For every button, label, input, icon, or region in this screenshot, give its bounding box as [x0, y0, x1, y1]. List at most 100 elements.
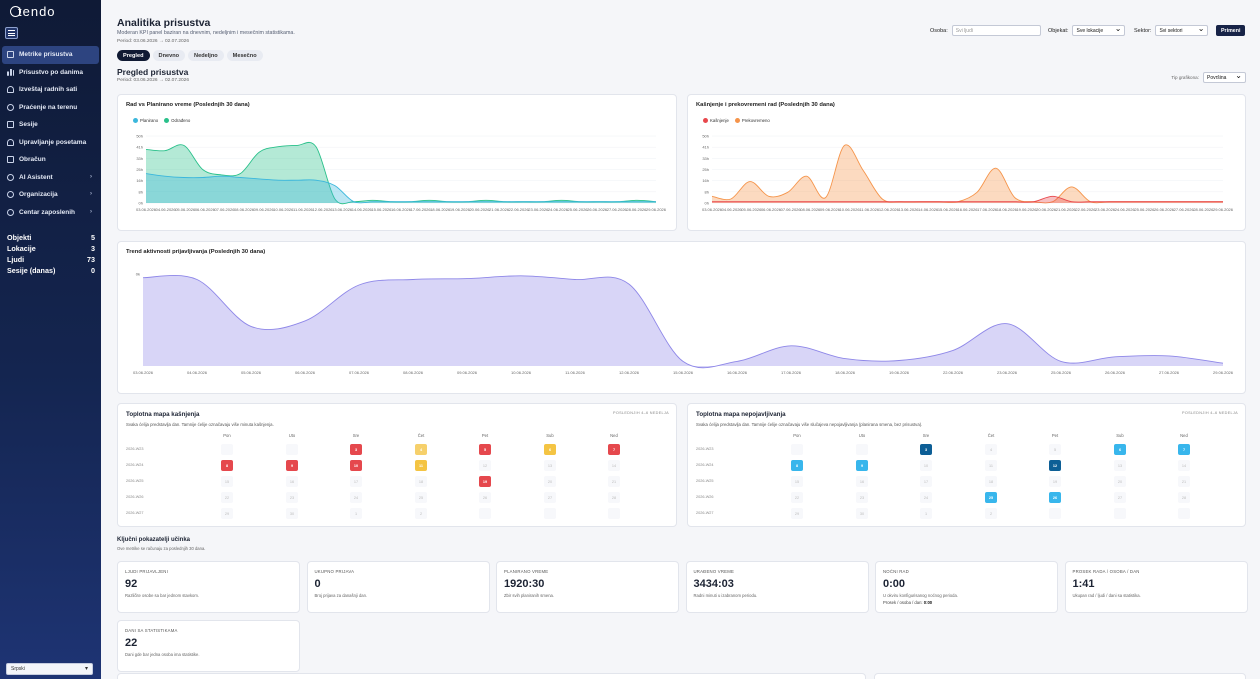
heatmap-cell[interactable]: 7: [608, 444, 620, 455]
heatmap-cell[interactable]: 2: [415, 508, 427, 519]
heatmap-cell[interactable]: 13: [544, 460, 556, 471]
heatmap-cell[interactable]: 5: [1049, 444, 1061, 455]
menu-toggle-button[interactable]: [5, 27, 18, 39]
heatmap-cell[interactable]: 14: [608, 460, 620, 471]
sidebar-item[interactable]: Organizacija ›: [2, 186, 99, 204]
heatmap-cell[interactable]: 9: [856, 460, 868, 471]
heatmap-cell[interactable]: 6: [1114, 444, 1126, 455]
sector-select[interactable]: Svi sektori: [1155, 24, 1209, 36]
heatmap-cell[interactable]: 6: [544, 444, 556, 455]
heatmap-cell[interactable]: 26: [1049, 492, 1061, 503]
heatmap-cell[interactable]: 24: [920, 492, 932, 503]
heatmap-cell[interactable]: 23: [856, 492, 868, 503]
heatmap-cell[interactable]: 4: [985, 444, 997, 455]
series-line[interactable]: [711, 195, 1223, 203]
heatmap-cell[interactable]: 1: [920, 508, 932, 519]
heatmap-cell[interactable]: 29: [221, 508, 233, 519]
heatmap-cell[interactable]: 8: [221, 460, 233, 471]
heatmap-cell[interactable]: [856, 444, 868, 455]
heatmap-cell[interactable]: 17: [920, 476, 932, 487]
series-line[interactable]: [145, 173, 656, 204]
heatmap-cell[interactable]: 15: [221, 476, 233, 487]
chart-legend[interactable]: Planirano Odrađeno: [133, 118, 190, 123]
tab-pregled[interactable]: Pregled: [117, 50, 150, 61]
sidebar-item[interactable]: Praćenje na terenu: [2, 99, 99, 117]
sidebar-item[interactable]: Prisustvo po danima: [2, 64, 99, 82]
heatmap-cell[interactable]: [1049, 508, 1061, 519]
heatmap-cell[interactable]: 25: [985, 492, 997, 503]
heatmap-cell[interactable]: 26: [479, 492, 491, 503]
heatmap-cell[interactable]: 29: [791, 508, 803, 519]
legend-item[interactable]: Odrađeno: [164, 118, 190, 123]
heatmap-cell[interactable]: 11: [985, 460, 997, 471]
sidebar-item[interactable]: Obračun: [2, 151, 99, 169]
series-line[interactable]: [142, 274, 1224, 369]
language-select[interactable]: Srpski: [6, 663, 93, 675]
heatmap-cell[interactable]: 7: [1178, 444, 1190, 455]
heatmap-cell[interactable]: 27: [1114, 492, 1126, 503]
heatmap-cell[interactable]: 17: [350, 476, 362, 487]
heatmap-cell[interactable]: 21: [608, 476, 620, 487]
heatmap-cell[interactable]: 3: [920, 444, 932, 455]
tab-mesečno[interactable]: Mesečno: [226, 50, 263, 61]
heatmap-cell[interactable]: [1178, 508, 1190, 519]
heatmap-cell[interactable]: 16: [286, 476, 298, 487]
heatmap-cell[interactable]: 20: [544, 476, 556, 487]
heatmap-cell[interactable]: [1114, 508, 1126, 519]
heatmap-cell[interactable]: [221, 444, 233, 455]
heatmap-cell[interactable]: 28: [608, 492, 620, 503]
heatmap-cell[interactable]: 30: [856, 508, 868, 519]
heatmap-cell[interactable]: 20: [1114, 476, 1126, 487]
apply-button[interactable]: Primeni: [1216, 25, 1246, 36]
sidebar-item[interactable]: Centar zaposlenih ›: [2, 204, 99, 222]
heatmap-cell[interactable]: [544, 508, 556, 519]
heatmap-cell[interactable]: 22: [221, 492, 233, 503]
heatmap-cell[interactable]: 18: [415, 476, 427, 487]
heatmap-cell[interactable]: 5: [479, 444, 491, 455]
sidebar-item[interactable]: Metrike prisustva: [2, 46, 99, 64]
chart-type-select[interactable]: Površina: [1203, 71, 1246, 83]
legend-item[interactable]: Prekovremeno: [734, 118, 770, 123]
sidebar-item[interactable]: Izveštaj radnih sati: [2, 81, 99, 99]
object-select[interactable]: Sve lokacije: [1072, 24, 1126, 36]
heatmap-cell[interactable]: 8: [791, 460, 803, 471]
heatmap-cell[interactable]: 10: [350, 460, 362, 471]
heatmap-cell[interactable]: 1: [350, 508, 362, 519]
heatmap-cell[interactable]: 12: [479, 460, 491, 471]
heatmap-cell[interactable]: 3: [350, 444, 362, 455]
heatmap-cell[interactable]: 15: [791, 476, 803, 487]
heatmap-cell[interactable]: 2: [985, 508, 997, 519]
legend-item[interactable]: Planirano: [133, 118, 158, 123]
tab-dnevno[interactable]: Dnevno: [152, 50, 186, 61]
heatmap-cell[interactable]: 19: [479, 476, 491, 487]
heatmap-cell[interactable]: 11: [415, 460, 427, 471]
heatmap-cell[interactable]: 12: [1049, 460, 1061, 471]
heatmap-cell[interactable]: 19: [1049, 476, 1061, 487]
heatmap-cell[interactable]: [479, 508, 491, 519]
sidebar-item[interactable]: Sesije: [2, 116, 99, 134]
heatmap-cell[interactable]: [791, 444, 803, 455]
sidebar-item[interactable]: AI Asistent ›: [2, 169, 99, 187]
legend-item[interactable]: Kašnjenje: [703, 118, 729, 123]
heatmap-cell[interactable]: 14: [1178, 460, 1190, 471]
heatmap-cell[interactable]: 27: [544, 492, 556, 503]
person-input[interactable]: Svi ljudi: [951, 25, 1041, 36]
heatmap-cell[interactable]: 18: [985, 476, 997, 487]
heatmap-cell[interactable]: 21: [1178, 476, 1190, 487]
heatmap-cell[interactable]: [608, 508, 620, 519]
heatmap-cell[interactable]: 24: [350, 492, 362, 503]
chart-legend[interactable]: Kašnjenje Prekovremeno: [703, 118, 770, 123]
heatmap-cell[interactable]: 23: [286, 492, 298, 503]
heatmap-cell[interactable]: 25: [415, 492, 427, 503]
heatmap-cell[interactable]: 10: [920, 460, 932, 471]
heatmap-cell[interactable]: [286, 444, 298, 455]
tab-nedeljno[interactable]: Nedeljno: [188, 50, 224, 61]
heatmap-cell[interactable]: 9: [286, 460, 298, 471]
sidebar-item[interactable]: Upravljanje posetama: [2, 134, 99, 152]
heatmap-cell[interactable]: 22: [791, 492, 803, 503]
heatmap-cell[interactable]: 28: [1178, 492, 1190, 503]
heatmap-cell[interactable]: 4: [415, 444, 427, 455]
heatmap-cell[interactable]: 16: [856, 476, 868, 487]
heatmap-cell[interactable]: 30: [286, 508, 298, 519]
heatmap-cell[interactable]: 13: [1114, 460, 1126, 471]
